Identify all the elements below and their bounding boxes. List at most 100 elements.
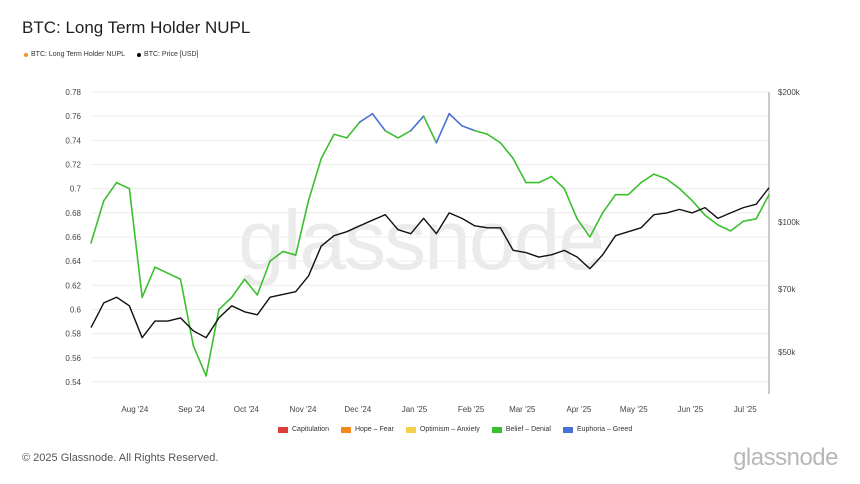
nupl-segment — [333, 133, 348, 139]
chart-title: BTC: Long Term Holder NUPL — [22, 18, 251, 37]
zone-swatch — [278, 426, 288, 433]
zone-swatch — [340, 426, 351, 433]
nupl-segment — [269, 250, 284, 262]
nupl-segment — [179, 278, 195, 347]
x-tick-label: Jul '25 — [734, 405, 757, 414]
nupl-segment — [755, 193, 770, 220]
nupl-segment — [410, 115, 425, 132]
zone-label: Hope – Fear — [354, 426, 394, 433]
nupl-segment — [141, 266, 156, 299]
nupl-segment — [729, 220, 745, 232]
legend-item-price[interactable]: BTC: Price [USD] — [137, 51, 198, 58]
copyright: © 2025 Glassnode. All Rights Reserved. — [22, 452, 219, 464]
nupl-segment — [115, 181, 131, 190]
nupl-segment — [653, 173, 668, 180]
y-left-tick-label: 0.66 — [65, 233, 81, 242]
price-line — [90, 187, 770, 339]
nupl-segment — [90, 199, 105, 244]
nupl-segment — [435, 112, 450, 144]
legend-item-nupl[interactable]: BTC: Long Term Holder NUPL — [24, 51, 125, 58]
legend-label-price: BTC: Price [USD] — [144, 51, 199, 58]
y-right-tick-label: $70k — [778, 285, 796, 294]
nupl-segment — [166, 272, 182, 281]
x-tick-label: Feb '25 — [458, 405, 485, 414]
legend-dot-price — [137, 52, 142, 57]
zone-capitulation[interactable]: Capitulation — [278, 426, 329, 433]
zone-swatch — [562, 426, 573, 433]
nupl-segment — [678, 187, 694, 202]
x-tick-label: Dec '24 — [344, 405, 371, 414]
nupl-segment — [717, 224, 732, 232]
nupl-segment — [154, 266, 169, 275]
nupl-segment — [218, 296, 233, 311]
nupl-segment — [205, 308, 220, 377]
y-right-tick-label: $50k — [778, 348, 796, 357]
x-tick-label: May '25 — [620, 405, 648, 414]
zone-swatch — [491, 426, 502, 433]
y-right-tick-label: $100k — [778, 218, 801, 227]
nupl-segment — [192, 344, 207, 377]
nupl-segment — [742, 218, 758, 223]
nupl-segment — [346, 121, 361, 139]
y-left-tick-label: 0.62 — [65, 281, 81, 290]
nupl-segment — [691, 199, 706, 217]
x-tick-label: Nov '24 — [290, 405, 317, 414]
nupl-segment — [256, 260, 271, 296]
nupl-segment — [576, 218, 591, 238]
nupl-segment — [243, 278, 259, 296]
zone-label: Belief – Denial — [505, 426, 551, 433]
nupl-segment — [537, 175, 553, 184]
y-left-tick-label: 0.64 — [65, 257, 81, 266]
brand-logo: glassnode — [733, 444, 838, 471]
nupl-segment — [550, 175, 566, 190]
zone-swatch — [405, 426, 416, 433]
nupl-segment — [704, 214, 719, 226]
x-tick-label: Jun '25 — [678, 405, 704, 414]
nupl-segment — [397, 129, 412, 139]
x-tick-label: Sep '24 — [178, 405, 205, 414]
x-tick-label: Apr '25 — [566, 405, 592, 414]
nupl-segment — [307, 157, 323, 202]
legend-label-nupl: BTC: Long Term Holder NUPL — [31, 51, 126, 58]
y-left-tick-label: 0.54 — [65, 378, 81, 387]
nupl-segment — [422, 115, 438, 144]
nupl-segment — [512, 157, 527, 184]
zone-hope-fear[interactable]: Hope – Fear — [340, 426, 394, 433]
legend-dot-nupl — [24, 52, 28, 57]
zone-optimism-anxiety[interactable]: Optimism – Anxiety — [405, 426, 480, 433]
nupl-segment — [282, 250, 297, 256]
nupl-segment — [627, 181, 642, 196]
y-left-tick-label: 0.74 — [65, 136, 81, 145]
nupl-segment — [589, 212, 604, 238]
x-tick-label: Jan '25 — [402, 405, 428, 414]
nupl-segment — [320, 133, 335, 160]
nupl-segment — [601, 193, 617, 214]
nupl-segment — [384, 129, 399, 139]
zone-euphoria-greed[interactable]: Euphoria – Greed — [562, 426, 633, 433]
y-right-tick-label: $200k — [778, 88, 801, 97]
top-legend: BTC: Long Term Holder NUPL BTC: Price [U… — [24, 51, 198, 58]
nupl-segment — [230, 278, 246, 299]
x-tick-label: Oct '24 — [234, 405, 260, 414]
zone-label: Capitulation — [292, 426, 329, 433]
nupl-segment — [448, 112, 463, 127]
nupl-segment — [665, 178, 681, 190]
nupl-segment — [461, 125, 476, 132]
y-left-tick-label: 0.56 — [65, 354, 81, 363]
y-left-tick-label: 0.6 — [70, 305, 82, 314]
zone-belief-denial[interactable]: Belief – Denial — [491, 426, 551, 433]
y-left-tick-label: 0.72 — [65, 160, 81, 169]
y-left-tick-label: 0.7 — [70, 185, 82, 194]
nupl-segment — [294, 199, 310, 256]
x-tick-label: Aug '24 — [121, 405, 148, 414]
x-tick-label: Mar '25 — [509, 405, 536, 414]
nupl-segment — [499, 141, 514, 160]
zone-label: Optimism – Anxiety — [419, 426, 480, 433]
nupl-segment — [102, 181, 118, 202]
y-left-tick-label: 0.68 — [65, 209, 81, 218]
zone-label: Euphoria – Greed — [576, 426, 633, 433]
nupl-segment — [486, 133, 502, 144]
nupl-segment — [473, 129, 489, 136]
nupl-segment — [640, 173, 655, 184]
